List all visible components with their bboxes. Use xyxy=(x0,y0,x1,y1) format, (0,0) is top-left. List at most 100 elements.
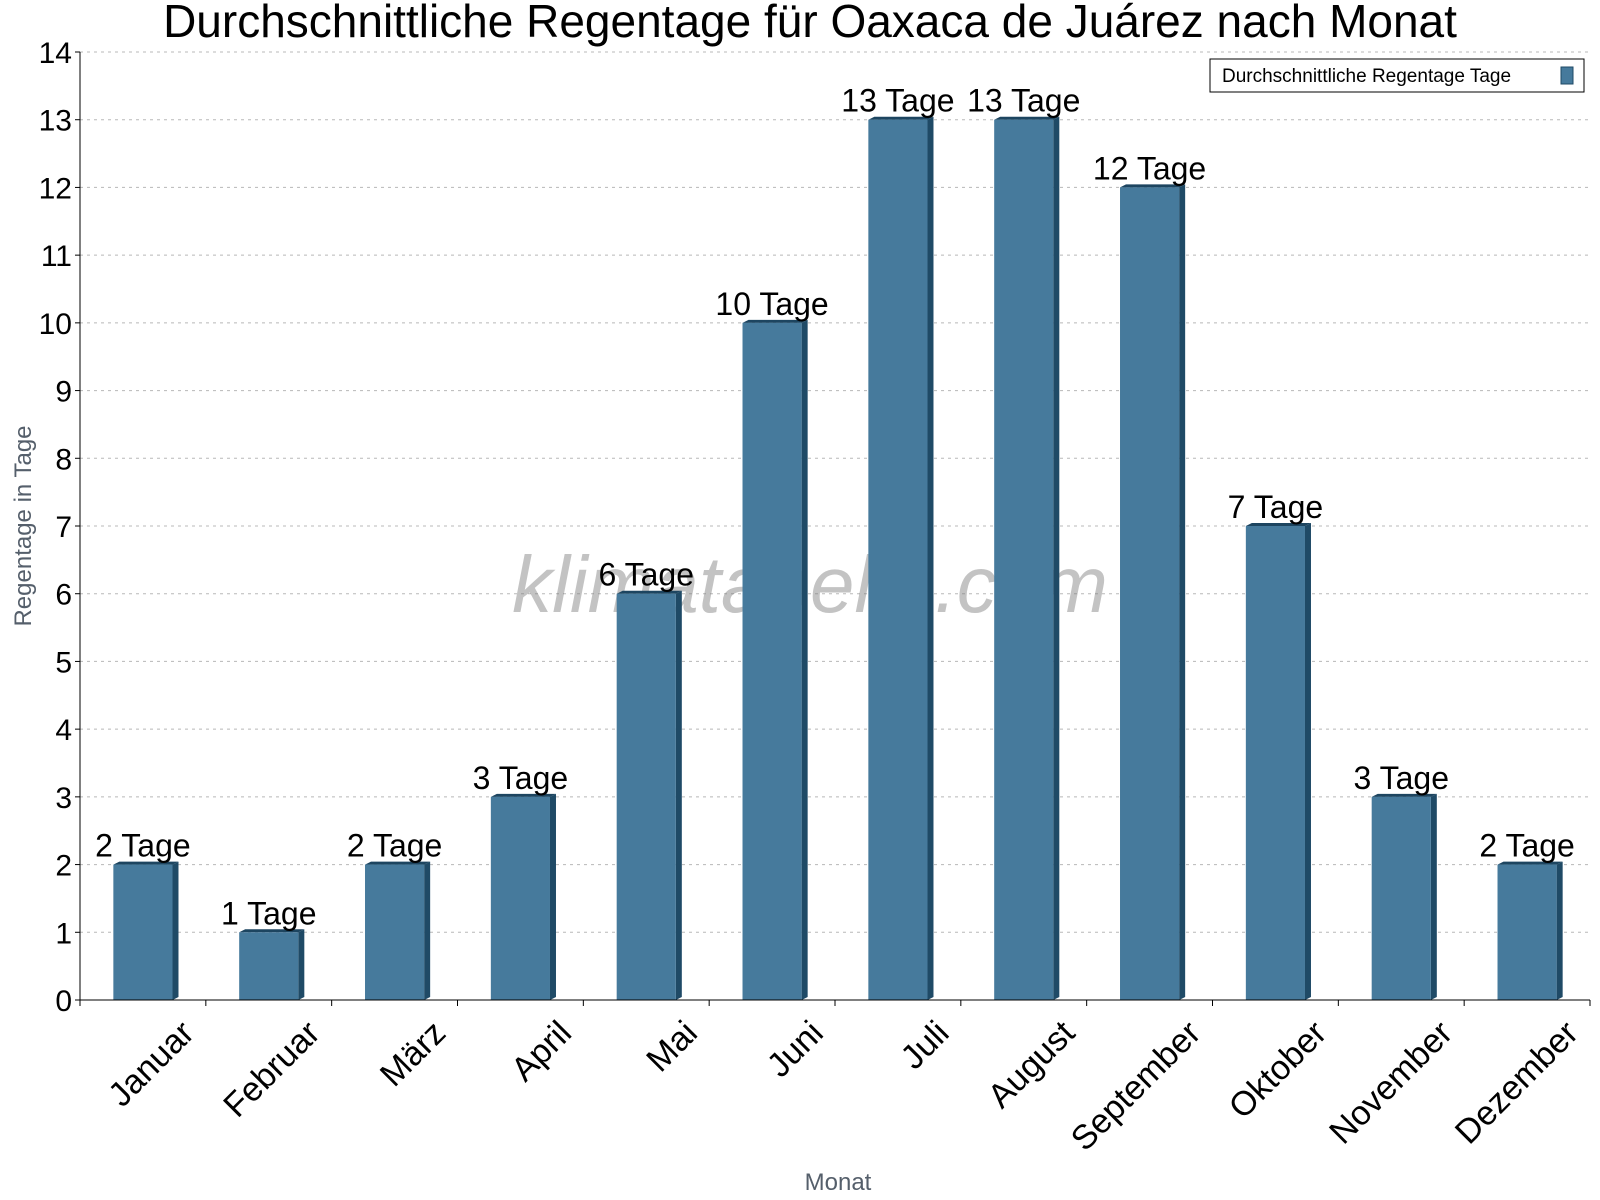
bar-side xyxy=(675,590,682,1000)
y-tick-label: 0 xyxy=(55,985,72,1018)
bar-side xyxy=(549,793,556,1000)
data-label: 3 Tage xyxy=(1354,760,1450,796)
y-tick-label: 2 xyxy=(55,850,72,883)
x-tick-label: November xyxy=(1322,1014,1460,1152)
y-tick-label: 13 xyxy=(39,105,72,138)
bar-side xyxy=(424,861,431,1000)
data-labels: 2 Tage 1 Tage 2 Tage 3 Tage 6 Tage 10 Tage 13 … xyxy=(95,83,1575,932)
legend-label: Durchschnittliche Regentage Tage xyxy=(1222,66,1511,87)
bar-top xyxy=(1245,523,1311,526)
x-tick-label: August xyxy=(981,1013,1083,1115)
chart-title: Durchschnittliche Regentage für Oaxaca d… xyxy=(163,0,1457,47)
data-label: 2 Tage xyxy=(1479,828,1575,864)
bar-november xyxy=(1371,793,1437,1000)
bar-front xyxy=(490,796,550,1000)
data-label: 2 Tage xyxy=(95,828,191,864)
bar-front xyxy=(365,864,425,1000)
bar-side xyxy=(801,319,808,1000)
x-tick-label: September xyxy=(1064,1014,1208,1158)
data-label: 1 Tage xyxy=(221,895,317,931)
x-tick-label: Januar xyxy=(101,1014,201,1114)
bar-front xyxy=(1245,526,1305,1000)
y-tick-label: 4 xyxy=(55,714,72,747)
bar-januar xyxy=(113,861,179,1000)
bar-front xyxy=(994,119,1054,1000)
bar-top xyxy=(616,590,682,594)
y-tick-label: 5 xyxy=(55,646,72,679)
bar-juni xyxy=(742,319,808,1000)
bar-top xyxy=(1497,861,1563,865)
bar-top xyxy=(490,793,556,797)
bar-side xyxy=(1556,861,1563,1000)
y-tick-label: 7 xyxy=(55,511,72,544)
bar-top xyxy=(868,116,934,120)
bar-dezember xyxy=(1497,861,1563,1000)
bar-side xyxy=(172,861,179,1000)
bar-top xyxy=(113,861,179,865)
y-tick-label: 10 xyxy=(39,308,72,341)
bar-juli xyxy=(868,116,934,1000)
bars-group xyxy=(113,116,1563,1000)
bar-front xyxy=(1371,796,1431,1000)
x-tick-label: Oktober xyxy=(1222,1014,1334,1126)
bar-top xyxy=(994,116,1060,120)
bar-side xyxy=(1179,184,1186,1000)
bar-august xyxy=(994,116,1060,1000)
data-label: 10 Tage xyxy=(715,286,828,322)
bar-top xyxy=(1371,793,1437,797)
bar-front xyxy=(239,932,299,1000)
legend: Durchschnittliche Regentage Tage xyxy=(1209,58,1585,93)
data-label: 12 Tage xyxy=(1093,150,1206,186)
y-tick-label: 14 xyxy=(39,37,72,70)
x-tick-label: April xyxy=(504,1014,579,1089)
x-tick-label: Juni xyxy=(760,1014,831,1085)
bar-front xyxy=(113,864,173,1000)
bar-side xyxy=(298,929,305,1000)
gridlines xyxy=(80,51,1590,933)
x-tick-labels: Januar Februar März April Mai Juni Juli AugustS… xyxy=(101,1013,1586,1158)
bar-top xyxy=(365,861,431,865)
legend-swatch xyxy=(1560,66,1574,85)
y-tick-label: 9 xyxy=(55,376,72,409)
y-tick-label: 3 xyxy=(55,782,72,815)
bar-top xyxy=(1120,184,1186,188)
bar-top xyxy=(742,319,808,323)
bar-oktober xyxy=(1245,523,1311,1000)
bar-front xyxy=(616,593,676,1000)
bar-side xyxy=(927,116,934,1000)
data-label: 3 Tage xyxy=(473,760,569,796)
legend-box xyxy=(1209,58,1585,93)
x-tick-label: März xyxy=(373,1014,453,1094)
data-label: 7 Tage xyxy=(1228,489,1324,525)
data-label: 13 Tage xyxy=(841,83,954,119)
bar-top xyxy=(239,929,305,933)
bar-märz xyxy=(365,861,431,1000)
bar-september xyxy=(1120,184,1186,1000)
y-tick-label: 1 xyxy=(55,917,72,950)
data-label: 2 Tage xyxy=(347,828,443,864)
x-axis-title: Monat xyxy=(805,1169,872,1196)
bar-front xyxy=(1120,187,1180,1000)
data-label: 13 Tage xyxy=(967,83,1080,119)
bar-front xyxy=(868,119,928,1000)
axes xyxy=(75,51,1591,1006)
bar-front xyxy=(742,322,802,1000)
bar-april xyxy=(490,793,556,1000)
y-tick-label: 6 xyxy=(55,579,72,612)
y-axis-title: Regentage in Tage xyxy=(10,425,37,626)
y-tick-label: 12 xyxy=(39,172,72,205)
bar-februar xyxy=(239,929,305,1000)
x-tick-label: Juli xyxy=(894,1014,957,1077)
bar-side xyxy=(1053,116,1060,1000)
bar-mai xyxy=(616,590,682,1000)
x-tick-label: Dezember xyxy=(1448,1014,1586,1152)
bar-front xyxy=(1497,864,1557,1000)
x-tick-label: Mai xyxy=(639,1014,705,1080)
data-label: 6 Tage xyxy=(599,557,695,593)
x-tick-label: Februar xyxy=(216,1014,327,1125)
y-tick-label: 11 xyxy=(41,240,72,273)
y-tick-label: 8 xyxy=(55,443,72,476)
bar-side xyxy=(1304,523,1311,1000)
